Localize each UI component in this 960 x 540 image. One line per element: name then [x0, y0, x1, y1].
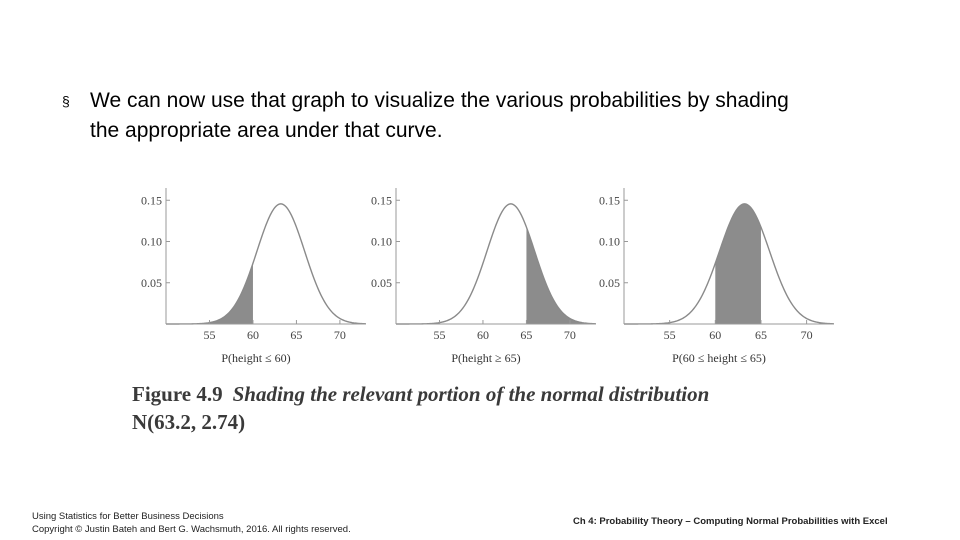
footer-book-title: Using Statistics for Better Business Dec…	[32, 511, 224, 522]
y-tick-label: 0.10	[599, 235, 620, 249]
y-tick-label: 0.05	[141, 276, 162, 290]
shaded-region-3	[715, 203, 761, 324]
x-tick-label: 65	[520, 328, 532, 342]
bullet-marker: §	[62, 93, 70, 109]
figure-subtitle: N(63.2, 2.74)	[132, 410, 246, 434]
plot-caption-3: P(60 ≤ height ≤ 65)	[672, 351, 766, 365]
y-tick-label: 0.05	[371, 276, 392, 290]
bullet-text-line-2: the appropriate area under that curve.	[90, 119, 443, 142]
y-tick-label: 0.15	[371, 193, 392, 207]
y-tick-label: 0.15	[599, 193, 620, 207]
footer-left: Using Statistics for Better Business Dec…	[32, 510, 351, 536]
figure-title-text: Shading the relevant portion of the norm…	[232, 382, 710, 406]
bullet-point: § We can now use that graph to visualize…	[62, 86, 922, 146]
x-tick-label: 60	[477, 328, 489, 342]
footer-chapter: Ch 4: Probability Theory – Computing Nor…	[573, 516, 888, 527]
y-tick-label: 0.05	[599, 276, 620, 290]
x-tick-label: 70	[334, 328, 346, 342]
plot-caption-1: P(height ≤ 60)	[221, 351, 290, 365]
x-tick-label: 60	[247, 328, 259, 342]
figure-4-9: 0.05 0.10 0.15 55 60 65 70 P(height ≤ 60) 0.05 0.…	[128, 180, 848, 442]
x-tick-label: 55	[664, 328, 676, 342]
x-tick-label: 55	[203, 328, 215, 342]
figure-title: Figure 4.9 Shading the relevant portion o…	[132, 382, 709, 407]
y-tick-label: 0.15	[141, 193, 162, 207]
x-tick-label: 70	[564, 328, 576, 342]
y-tick-label: 0.10	[141, 235, 162, 249]
shaded-region-1	[166, 263, 253, 324]
x-tick-label: 55	[433, 328, 445, 342]
footer-copyright: Copyright © Justin Bateh and Bert G. Wac…	[32, 524, 351, 535]
figure-label: Figure 4.9	[132, 382, 223, 406]
x-tick-label: 65	[755, 328, 767, 342]
x-tick-label: 65	[290, 328, 302, 342]
bullet-text-line-1: We can now use that graph to visualize t…	[90, 89, 789, 112]
density-curve-1	[166, 203, 367, 325]
shaded-region-2	[526, 227, 596, 324]
normal-distribution-plots: 0.05 0.10 0.15 55 60 65 70 P(height ≤ 60) 0.05 0.…	[141, 188, 835, 365]
x-tick-label: 60	[709, 328, 721, 342]
x-tick-label: 70	[801, 328, 813, 342]
density-curve-2	[396, 203, 597, 325]
y-tick-label: 0.10	[371, 235, 392, 249]
plot-caption-2: P(height ≥ 65)	[451, 351, 520, 365]
